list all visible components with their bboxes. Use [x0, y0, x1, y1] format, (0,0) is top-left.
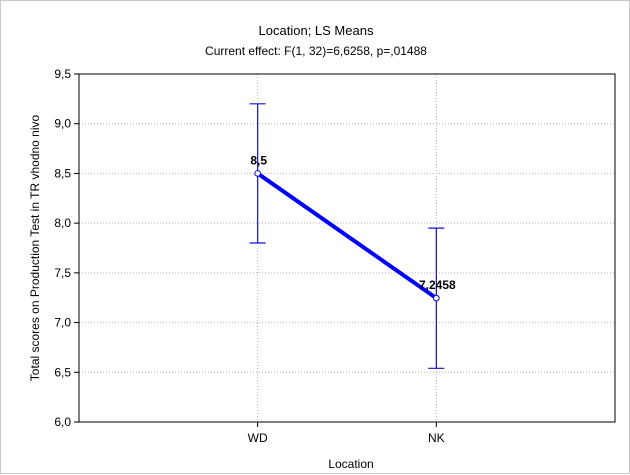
x-axis-label: Location: [328, 457, 373, 471]
series-layer: 8,5 7,2458: [250, 104, 456, 368]
y-tick-label: 7,0: [54, 316, 71, 330]
y-tick-label: 6,5: [54, 365, 71, 379]
y-axis-label: Total scores on Production Test in TR vh…: [28, 114, 42, 381]
plot-area-border: [79, 74, 615, 422]
x-tick-label: WD: [248, 431, 268, 445]
x-axis-ticks: WD NK: [248, 422, 445, 445]
data-label: 7,2458: [419, 278, 456, 292]
y-tick-label: 7,5: [54, 266, 71, 280]
chart-subtitle: Current effect: F(1, 32)=6,6258, p=,0148…: [205, 44, 427, 58]
y-tick-label: 9,5: [54, 67, 71, 81]
data-label: 8,5: [250, 153, 267, 167]
y-tick-label: 6,0: [54, 415, 71, 429]
data-point: [434, 295, 440, 301]
x-tick-label: NK: [428, 431, 445, 445]
series-line: [258, 173, 437, 298]
grid-layer: [79, 74, 615, 422]
y-tick-label: 9,0: [54, 117, 71, 131]
y-tick-label: 8,0: [54, 216, 71, 230]
data-point: [255, 171, 261, 177]
chart-title: Location; LS Means: [259, 23, 374, 38]
y-axis-ticks: 6,0 6,5 7,0 7,5 8,0 8,5 9,0 9,5: [54, 67, 79, 429]
y-tick-label: 8,5: [54, 166, 71, 180]
